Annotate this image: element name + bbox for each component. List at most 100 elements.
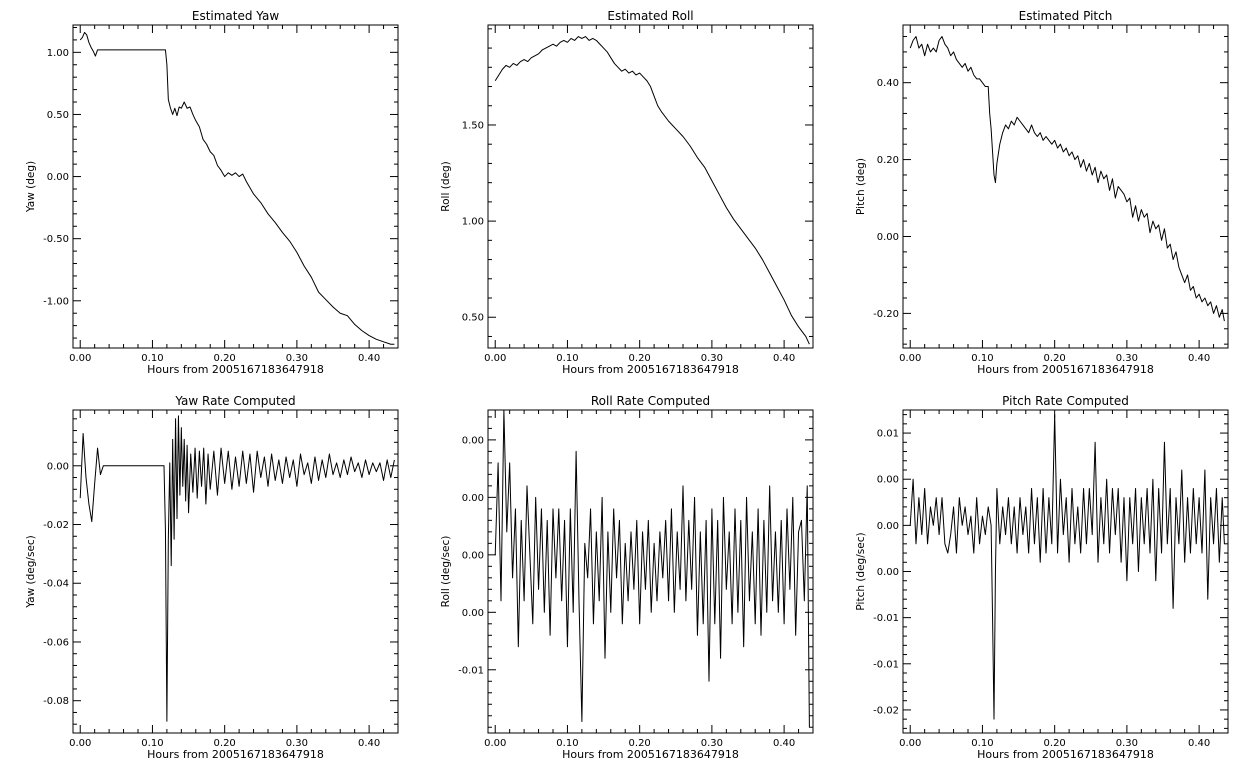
x-tick-label: 0.10	[971, 353, 993, 364]
y-tick-label: 0.00	[462, 493, 484, 504]
x-tick-label: 0.30	[701, 738, 723, 749]
y-tick-label: -0.08	[43, 696, 69, 707]
chart-svg: Yaw Rate Computed 0.00 0.10 0.20 0.30 0.40 -0.…	[25, 394, 399, 761]
y-axis-label: Yaw (deg/sec)	[25, 535, 37, 609]
chart-title: Estimated Pitch	[1019, 9, 1113, 23]
x-tick-label: 0.30	[286, 353, 308, 364]
y-tick-label: -0.02	[873, 705, 899, 716]
plot-frame	[902, 409, 1229, 734]
y-tick-label: -0.01	[873, 659, 899, 670]
y-tick-label: 0.00	[462, 608, 484, 619]
y-tick-label: 0.00	[47, 461, 69, 472]
y-tick-label: 0.00	[462, 435, 484, 446]
y-tick-label: -0.20	[873, 309, 899, 320]
chart-estimated-pitch: Estimated Pitch 0.00 0.10 0.20 0.30 0.40 -0.20…	[830, 0, 1245, 385]
x-tick-label: 0.00	[899, 738, 921, 749]
x-tick-label: 0.40	[773, 738, 795, 749]
x-tick-label: 0.40	[1188, 353, 1210, 364]
series-line	[909, 36, 1225, 322]
y-tick-label: 0.00	[877, 567, 899, 578]
y-tick-label: -1.00	[43, 296, 69, 307]
y-axis-label: Roll (deg/sec)	[440, 536, 452, 608]
chart-svg: Estimated Pitch 0.00 0.10 0.20 0.30 0.40 -0.20…	[855, 9, 1229, 376]
x-tick-label: 0.40	[773, 353, 795, 364]
chart-title: Estimated Roll	[607, 9, 693, 23]
y-tick-label: -0.50	[43, 234, 69, 245]
chart-svg: Pitch Rate Computed 0.00 0.10 0.20 0.30 0.40 -…	[855, 394, 1229, 761]
chart-yaw-rate-computed: Yaw Rate Computed 0.00 0.10 0.20 0.30 0.40 -0.…	[0, 385, 415, 770]
y-axis-label: Yaw (deg)	[25, 161, 37, 213]
x-tick-label: 0.40	[1188, 738, 1210, 749]
y-tick-label: 1.00	[47, 48, 69, 59]
chart-title: Estimated Yaw	[192, 9, 279, 23]
x-tick-label: 0.20	[214, 738, 236, 749]
y-tick-label: 1.00	[462, 217, 484, 228]
y-tick-label: -0.01	[458, 665, 484, 676]
y-tick-label: 0.20	[877, 155, 899, 166]
plot-frame	[72, 24, 399, 349]
y-tick-label: -0.02	[43, 520, 69, 531]
series-line	[909, 414, 1225, 720]
x-tick-label: 0.30	[286, 738, 308, 749]
series-line	[494, 36, 810, 345]
chart-title: Yaw Rate Computed	[174, 394, 295, 408]
x-tick-label: 0.20	[1044, 353, 1066, 364]
y-tick-label: -0.04	[43, 579, 69, 590]
y-axis-label: Roll (deg)	[440, 161, 452, 211]
x-tick-label: 0.10	[141, 738, 163, 749]
y-tick-label: 0.00	[47, 172, 69, 183]
x-tick-label: 0.00	[69, 353, 91, 364]
chart-roll-rate-computed: Roll Rate Computed 0.00 0.10 0.20 0.30 0.40 -0…	[415, 385, 830, 770]
x-tick-label: 0.30	[1116, 353, 1138, 364]
y-tick-label: 1.50	[462, 120, 484, 131]
x-tick-label: 0.40	[358, 738, 380, 749]
x-axis-label: Hours from 2005167183647918	[147, 748, 324, 761]
x-axis-label: Hours from 2005167183647918	[977, 748, 1154, 761]
y-axis-label: Pitch (deg/sec)	[855, 532, 867, 610]
y-tick-label: 0.00	[877, 232, 899, 243]
x-tick-label: 0.00	[69, 738, 91, 749]
plot-frame	[902, 24, 1229, 349]
x-axis-label: Hours from 2005167183647918	[562, 748, 739, 761]
x-tick-label: 0.00	[484, 353, 506, 364]
chart-svg: Roll Rate Computed 0.00 0.10 0.20 0.30 0.40 -0…	[440, 394, 814, 761]
y-tick-label: 0.40	[877, 78, 899, 89]
x-tick-label: 0.30	[701, 353, 723, 364]
x-tick-label: 0.20	[214, 353, 236, 364]
x-axis-label: Hours from 2005167183647918	[147, 363, 324, 376]
y-tick-label: 0.00	[877, 475, 899, 486]
series-line	[79, 415, 395, 722]
y-tick-label: 0.00	[462, 550, 484, 561]
y-tick-label: 0.50	[462, 313, 484, 324]
x-tick-label: 0.20	[629, 353, 651, 364]
x-tick-label: 0.00	[484, 738, 506, 749]
x-tick-label: 0.10	[556, 353, 578, 364]
chart-estimated-yaw: Estimated Yaw 0.00 0.10 0.20 0.30 0.40 -1.00 -0…	[0, 0, 415, 385]
x-tick-label: 0.30	[1116, 738, 1138, 749]
y-tick-label: 0.00	[877, 521, 899, 532]
chart-estimated-roll: Estimated Roll 0.00 0.10 0.20 0.30 0.40 0.50 1.…	[415, 0, 830, 385]
x-axis-label: Hours from 2005167183647918	[562, 363, 739, 376]
x-tick-label: 0.00	[899, 353, 921, 364]
chart-title: Pitch Rate Computed	[1002, 394, 1129, 408]
y-tick-label: 0.50	[47, 110, 69, 121]
x-axis-label: Hours from 2005167183647918	[977, 363, 1154, 376]
plot-frame	[487, 409, 814, 734]
y-tick-label: -0.06	[43, 637, 69, 648]
series-line	[494, 409, 810, 728]
x-tick-label: 0.20	[629, 738, 651, 749]
series-line	[79, 31, 395, 345]
x-tick-label: 0.10	[556, 738, 578, 749]
chart-svg: Estimated Yaw 0.00 0.10 0.20 0.30 0.40 -1.00 -0…	[25, 9, 399, 376]
x-tick-label: 0.40	[358, 353, 380, 364]
x-tick-label: 0.10	[971, 738, 993, 749]
plot-frame	[487, 24, 814, 349]
chart-title: Roll Rate Computed	[591, 394, 710, 408]
y-tick-label: 0.01	[877, 429, 899, 440]
y-tick-label: -0.01	[873, 613, 899, 624]
chart-pitch-rate-computed: Pitch Rate Computed 0.00 0.10 0.20 0.30 0.40 -…	[830, 385, 1245, 770]
x-tick-label: 0.20	[1044, 738, 1066, 749]
chart-svg: Estimated Roll 0.00 0.10 0.20 0.30 0.40 0.50 1.…	[440, 9, 814, 376]
x-tick-label: 0.10	[141, 353, 163, 364]
y-axis-label: Pitch (deg)	[855, 158, 867, 215]
